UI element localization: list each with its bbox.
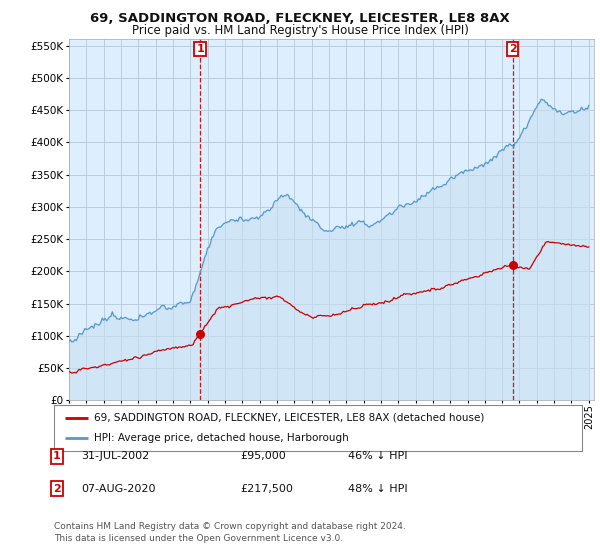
Text: 31-JUL-2002: 31-JUL-2002 [81, 451, 149, 461]
Point [196, 329, 205, 338]
Text: 2: 2 [509, 44, 517, 54]
Text: 07-AUG-2020: 07-AUG-2020 [81, 484, 155, 494]
Text: 1: 1 [53, 451, 61, 461]
Point [508, 261, 517, 270]
Text: 48% ↓ HPI: 48% ↓ HPI [348, 484, 407, 494]
Text: 1: 1 [196, 44, 204, 54]
Text: 2: 2 [53, 484, 61, 494]
Text: Contains HM Land Registry data © Crown copyright and database right 2024.
This d: Contains HM Land Registry data © Crown c… [54, 522, 406, 543]
Text: 69, SADDINGTON ROAD, FLECKNEY, LEICESTER, LE8 8AX: 69, SADDINGTON ROAD, FLECKNEY, LEICESTER… [90, 12, 510, 25]
Text: Price paid vs. HM Land Registry's House Price Index (HPI): Price paid vs. HM Land Registry's House … [131, 24, 469, 36]
Text: 69, SADDINGTON ROAD, FLECKNEY, LEICESTER, LE8 8AX (detached house): 69, SADDINGTON ROAD, FLECKNEY, LEICESTER… [94, 413, 484, 423]
Text: £95,000: £95,000 [240, 451, 286, 461]
Text: HPI: Average price, detached house, Harborough: HPI: Average price, detached house, Harb… [94, 433, 349, 443]
Text: 46% ↓ HPI: 46% ↓ HPI [348, 451, 407, 461]
Text: £217,500: £217,500 [240, 484, 293, 494]
